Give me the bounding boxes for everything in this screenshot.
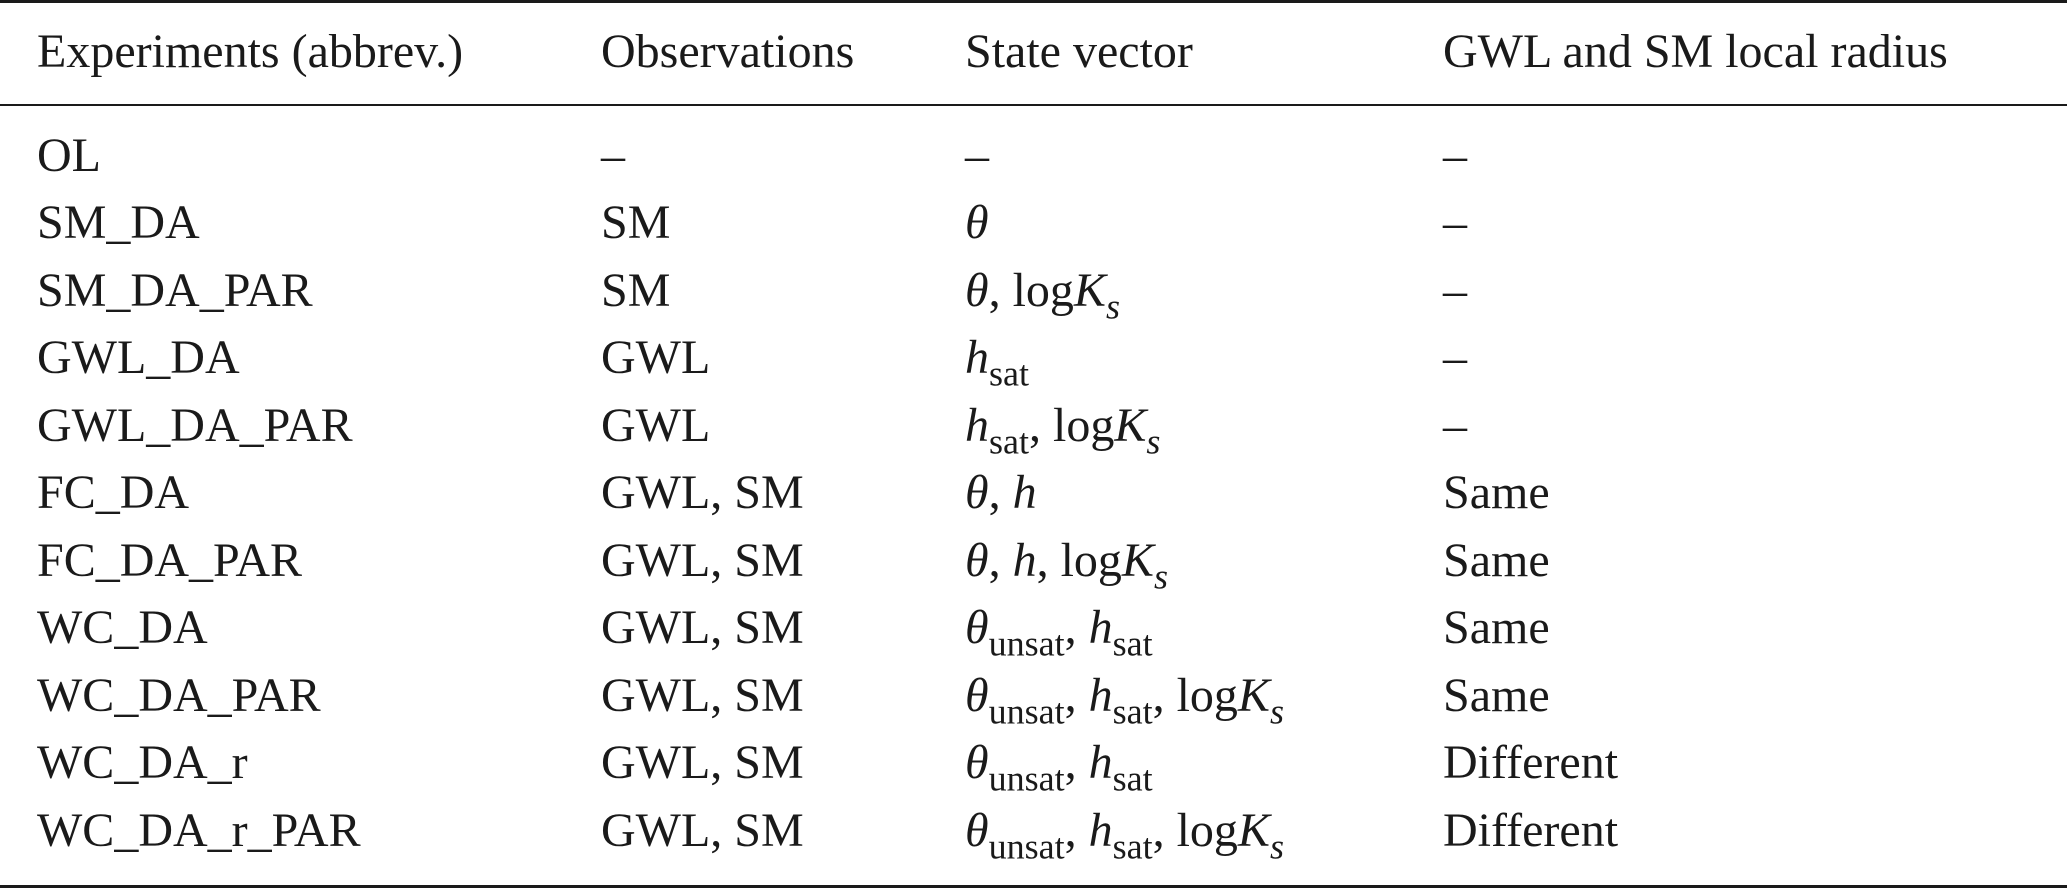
header-state-vector: State vector: [965, 25, 1193, 78]
state-vector-cell: θ, logKs: [965, 263, 1120, 327]
observations-cell: GWL: [601, 331, 711, 385]
local-radius-cell: Different: [1443, 736, 1619, 790]
state-vector-cell: θunsat, hsat, logKs: [965, 803, 1284, 867]
table-header-row: Experiments (abbrev.) Observations State…: [0, 0, 2043, 104]
observations-cell: GWL, SM: [601, 533, 804, 587]
local-radius-cell: Same: [1443, 533, 1550, 587]
state-vector-cell: θ, h: [965, 466, 1037, 520]
table-row: GWL_DA_PAR GWL hsat, logKs –: [0, 392, 2043, 460]
observations-cell: GWL, SM: [601, 803, 804, 857]
table-row: SM_DA SM θ –: [0, 190, 2043, 258]
experiment-cell: GWL_DA_PAR: [37, 398, 353, 452]
observations-cell: SM: [601, 196, 671, 250]
experiment-cell: GWL_DA: [37, 331, 240, 385]
local-radius-cell: Same: [1443, 466, 1550, 520]
observations-cell: GWL, SM: [601, 736, 804, 790]
state-vector-cell: θ, h, logKs: [965, 533, 1168, 597]
experiment-cell: WC_DA_PAR: [37, 668, 321, 722]
observations-cell: GWL, SM: [601, 466, 804, 520]
table-row: OL – – –: [0, 104, 2043, 190]
table-header-rule: [0, 104, 2067, 106]
local-radius-cell: –: [1443, 263, 1467, 317]
table-body: OL – – – SM_DA SM θ – SM_DA_PAR SM θ, logKs – GWL_DA…: [0, 104, 2043, 865]
experiment-cell: SM_DA: [37, 196, 200, 250]
experiment-cell: OL: [37, 128, 101, 182]
table-bottom-rule: [0, 885, 2067, 888]
experiment-cell: FC_DA: [37, 466, 190, 520]
header-observations: Observations: [601, 25, 855, 78]
experiment-cell: SM_DA_PAR: [37, 263, 313, 317]
experiment-cell: FC_DA_PAR: [37, 533, 303, 587]
table-row: FC_DA GWL, SM θ, h Same: [0, 460, 2043, 528]
state-vector-cell: hsat, logKs: [965, 398, 1161, 462]
local-radius-cell: –: [1443, 128, 1467, 182]
experiment-cell: WC_DA_r: [37, 736, 248, 790]
table-row: WC_DA_r GWL, SM θunsat, hsat Different: [0, 730, 2043, 798]
table-row: SM_DA_PAR SM θ, logKs –: [0, 257, 2043, 325]
table-row: GWL_DA GWL hsat –: [0, 325, 2043, 393]
local-radius-cell: –: [1443, 331, 1467, 385]
table-row: WC_DA_PAR GWL, SM θunsat, hsat, logKs Same: [0, 662, 2043, 730]
state-vector-cell: θunsat, hsat: [965, 736, 1153, 799]
state-vector-cell: θ: [965, 196, 989, 250]
state-vector-cell: hsat: [965, 331, 1029, 394]
observations-cell: –: [601, 128, 625, 182]
experiment-cell: WC_DA: [37, 601, 208, 655]
observations-cell: GWL, SM: [601, 668, 804, 722]
table-row: WC_DA GWL, SM θunsat, hsat Same: [0, 595, 2043, 663]
local-radius-cell: Same: [1443, 668, 1550, 722]
table-top-rule: [0, 0, 2067, 3]
local-radius-cell: Different: [1443, 803, 1619, 857]
experiments-table: Experiments (abbrev.) Observations State…: [0, 0, 2043, 865]
header-local-radius: GWL and SM local radius: [1443, 25, 1948, 78]
local-radius-cell: Same: [1443, 601, 1550, 655]
table-row: FC_DA_PAR GWL, SM θ, h, logKs Same: [0, 527, 2043, 595]
observations-cell: GWL: [601, 398, 711, 452]
state-vector-cell: –: [965, 128, 989, 182]
experiment-cell: WC_DA_r_PAR: [37, 803, 361, 857]
observations-cell: SM: [601, 263, 671, 317]
header-experiments: Experiments (abbrev.): [37, 25, 464, 78]
local-radius-cell: –: [1443, 196, 1467, 250]
observations-cell: GWL, SM: [601, 601, 804, 655]
state-vector-cell: θunsat, hsat, logKs: [965, 668, 1284, 732]
table-row: WC_DA_r_PAR GWL, SM θunsat, hsat, logKs Dif…: [0, 797, 2043, 865]
local-radius-cell: –: [1443, 398, 1467, 452]
state-vector-cell: θunsat, hsat: [965, 601, 1153, 664]
